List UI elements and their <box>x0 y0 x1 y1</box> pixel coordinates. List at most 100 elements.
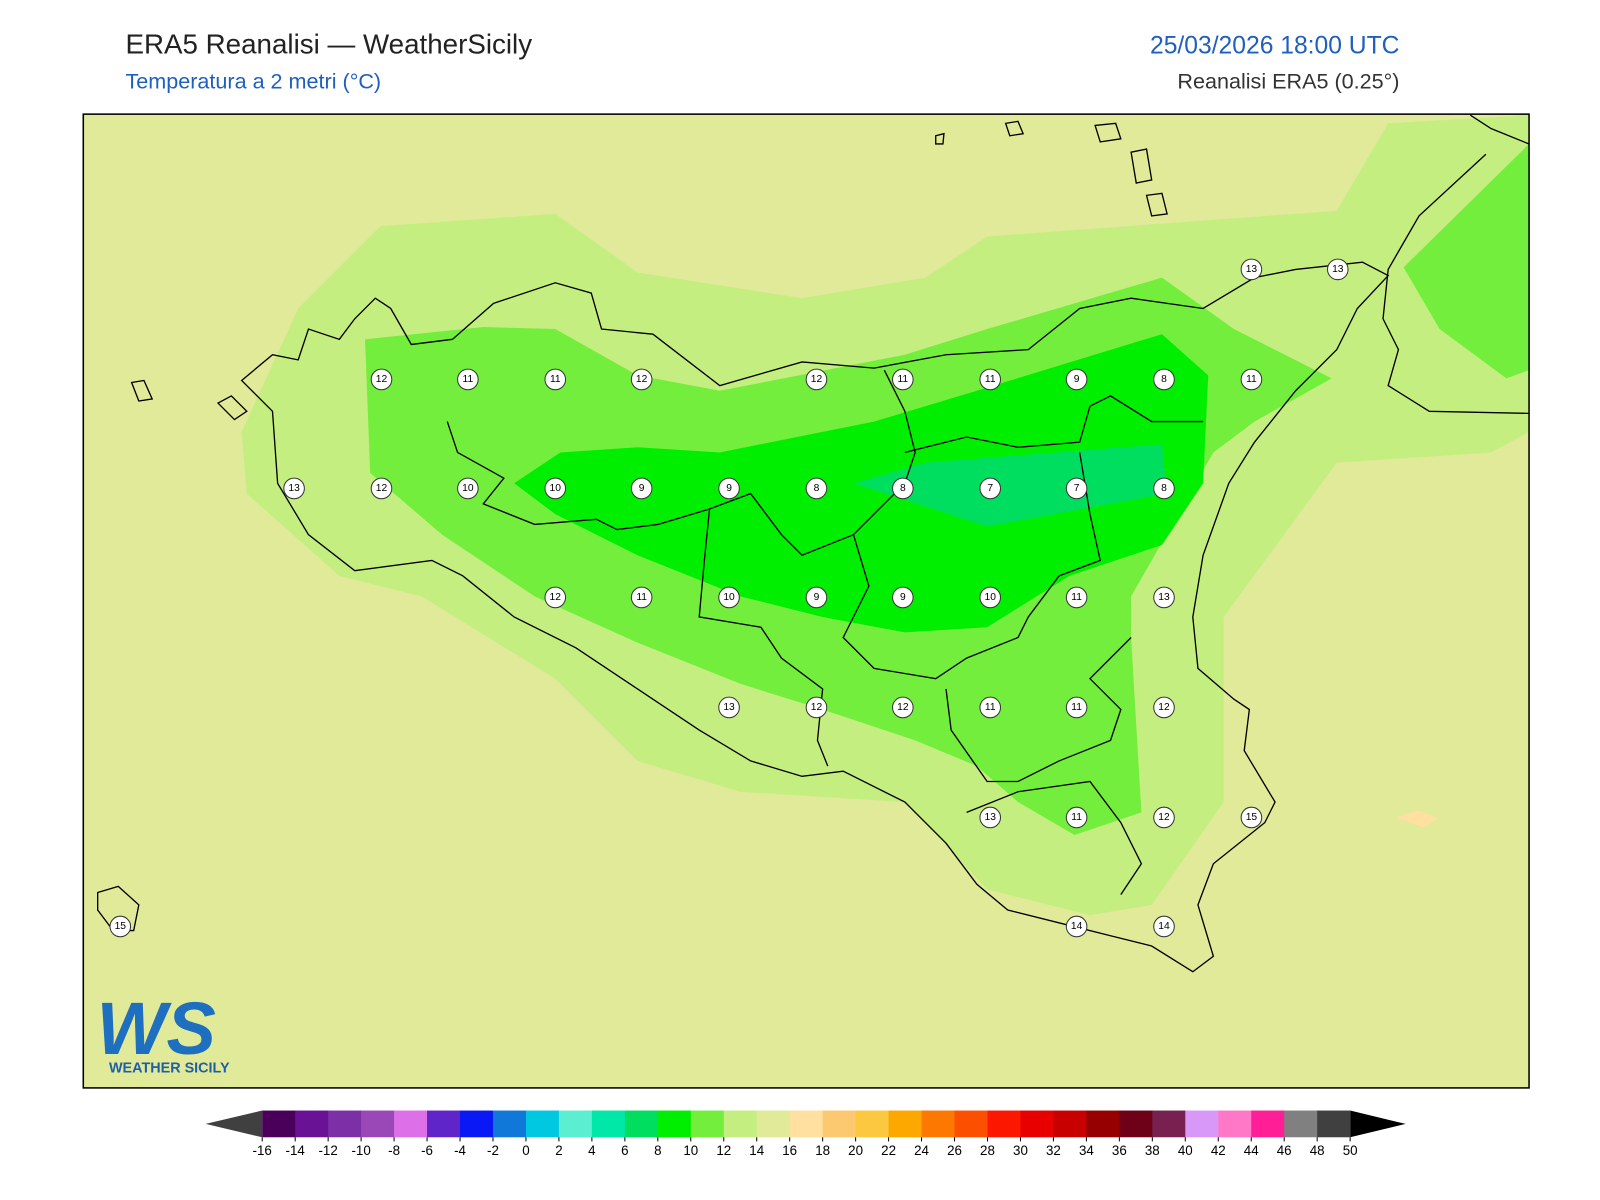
colorbar-segment <box>624 1110 659 1138</box>
station-marker <box>630 477 653 500</box>
colorbar-segment <box>591 1110 626 1138</box>
station-marker <box>544 368 567 391</box>
colorbar-segment <box>789 1110 824 1138</box>
colorbar-segment <box>822 1110 857 1138</box>
station-value: 11 <box>1246 374 1257 385</box>
station-marker <box>1153 806 1175 829</box>
colorbar-tick-label: -4 <box>454 1143 466 1158</box>
colorbar-segment <box>756 1110 791 1138</box>
colorbar: -16 -14 -12 -10 -8 -6 -4 -2 0 2 4 6 8 10 12 14 16 18 20 22 2… <box>205 1110 1406 1158</box>
station-value: 10 <box>462 483 474 494</box>
colorbar-tick-label: 24 <box>914 1143 929 1158</box>
station-value: 13 <box>723 702 735 713</box>
station-value: 13 <box>985 812 997 823</box>
station-value: 11 <box>463 374 474 385</box>
station-marker <box>1153 477 1175 500</box>
logo-text: WEATHER SICILY <box>109 1060 230 1076</box>
colorbar-segment <box>1284 1110 1318 1138</box>
colorbar-tick-label: -16 <box>253 1143 272 1158</box>
colorbar-tick-label: 44 <box>1244 1143 1259 1158</box>
station-marker <box>892 696 914 719</box>
station-value: 11 <box>550 374 561 385</box>
station-value: 15 <box>115 921 127 932</box>
colorbar-segment <box>492 1110 527 1138</box>
colorbar-segment <box>987 1110 1021 1138</box>
station-value: 13 <box>288 483 300 494</box>
station-value: 12 <box>897 702 909 713</box>
station-value: 9 <box>814 592 820 603</box>
colorbar-segment <box>921 1110 956 1138</box>
colorbar-segment <box>888 1110 923 1138</box>
station-value: 8 <box>1161 374 1167 385</box>
colorbar-tick-label: 38 <box>1145 1143 1160 1158</box>
station-value: 7 <box>987 483 993 494</box>
colorbar-segment <box>855 1110 890 1138</box>
colorbar-segment <box>1185 1110 1219 1138</box>
colorbar-segment <box>1119 1110 1153 1138</box>
station-marker <box>1153 368 1175 391</box>
station-marker <box>805 368 828 391</box>
map-frame <box>82 113 1530 1089</box>
station-marker <box>892 368 914 391</box>
station-marker <box>805 696 828 719</box>
station-value: 12 <box>636 374 648 385</box>
colorbar-segment <box>954 1110 989 1138</box>
colorbar-segment <box>1218 1110 1252 1138</box>
colorbar-tick-label: 36 <box>1112 1143 1127 1158</box>
station-marker <box>457 477 479 500</box>
coastline <box>240 261 1390 973</box>
station-value: 11 <box>1071 702 1082 713</box>
title: ERA5 Reanalisi — WeatherSicily <box>125 28 532 59</box>
station-marker <box>1153 586 1175 609</box>
colorbar-segment <box>361 1110 395 1138</box>
colorbar-tick-label: 28 <box>980 1143 995 1158</box>
station-value: 9 <box>726 483 732 494</box>
station-marker <box>630 368 653 391</box>
station-marker <box>1240 806 1263 829</box>
station-marker <box>370 368 393 391</box>
colorbar-segment <box>460 1110 494 1138</box>
colorbar-segment <box>657 1110 692 1138</box>
station-value: 14 <box>1158 921 1170 932</box>
station-value: 8 <box>900 483 906 494</box>
colorbar-tick-label: 10 <box>683 1143 698 1158</box>
colorbar-segment <box>427 1110 461 1138</box>
colorbar-under <box>205 1110 263 1138</box>
station-value: 12 <box>811 702 823 713</box>
datetime: 25/03/2026 18:00 UTC <box>1150 32 1399 59</box>
colorbar-tick-label: 26 <box>947 1143 962 1158</box>
station-value: 11 <box>985 374 996 385</box>
colorbar-segment <box>295 1110 329 1138</box>
station-marker <box>979 586 1002 609</box>
station-marker <box>1065 477 1088 500</box>
station-value: 13 <box>1158 592 1170 603</box>
colorbar-tick-label: -14 <box>286 1143 306 1158</box>
station-marker <box>109 915 132 938</box>
contour-10-12 <box>1403 143 1530 379</box>
station-marker <box>979 368 1002 391</box>
station-value: 12 <box>376 483 388 494</box>
colorbar-tick-label: 18 <box>815 1143 830 1158</box>
station-marker <box>544 586 567 609</box>
colorbar-tick-label: 50 <box>1343 1143 1358 1158</box>
colorbar-tick-label: 46 <box>1277 1143 1292 1158</box>
colorbar-segment <box>1086 1110 1120 1138</box>
stations: 13 13 12 11 11 12 12 11 11 9 8 11 13 12 10 10 9 9 8 8 7 7 8 12 1… <box>109 258 1349 938</box>
station-marker <box>718 696 740 719</box>
station-value: 11 <box>897 374 908 385</box>
colorbar-tick-label: 6 <box>621 1143 628 1158</box>
colorbar-tick-label: 40 <box>1178 1143 1193 1158</box>
station-marker <box>1240 258 1263 281</box>
station-value: 13 <box>1332 264 1344 275</box>
colorbar-tick-label: 8 <box>654 1143 661 1158</box>
colorbar-tick-label: 20 <box>848 1143 863 1158</box>
subtitle: Temperatura a 2 metri (°C) <box>125 68 381 93</box>
station-marker <box>1326 258 1349 281</box>
colorbar-tick-label: 42 <box>1211 1143 1226 1158</box>
colorbar-tick-label: -12 <box>318 1143 337 1158</box>
colorbar-tick-label: 16 <box>782 1143 797 1158</box>
station-marker <box>1065 586 1088 609</box>
station-marker <box>1065 368 1088 391</box>
station-value: 11 <box>985 702 996 713</box>
colorbar-segment <box>1317 1110 1351 1138</box>
